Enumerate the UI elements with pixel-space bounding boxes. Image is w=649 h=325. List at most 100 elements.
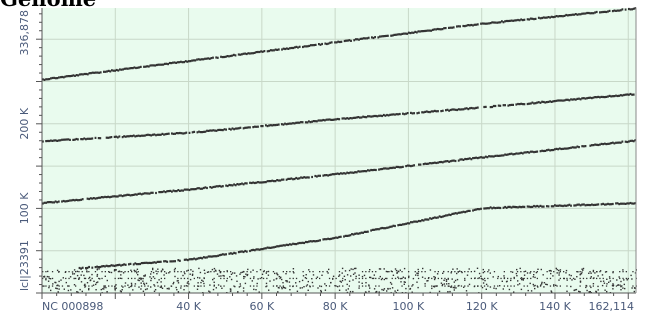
noise-point xyxy=(608,276,611,278)
data-point xyxy=(555,99,558,102)
data-point xyxy=(462,24,465,28)
noise-point xyxy=(157,271,159,273)
data-point xyxy=(523,103,526,106)
data-point xyxy=(140,262,143,265)
noise-point xyxy=(192,270,194,273)
noise-point xyxy=(173,281,175,284)
noise-point xyxy=(154,289,157,291)
data-point xyxy=(367,230,369,233)
noise-point xyxy=(375,277,377,280)
noise-point xyxy=(215,287,217,289)
noise-point xyxy=(404,281,406,283)
data-point xyxy=(174,132,176,135)
y-axis-title: lcl|23391 xyxy=(18,240,31,291)
data-point xyxy=(174,260,176,263)
noise-point xyxy=(292,271,294,273)
noise-point xyxy=(156,281,159,284)
data-point xyxy=(566,147,569,150)
data-point xyxy=(193,130,196,133)
data-point xyxy=(261,50,264,53)
data-point xyxy=(387,114,390,117)
noise-point xyxy=(543,282,546,284)
data-point xyxy=(194,258,197,261)
data-point xyxy=(536,150,539,153)
data-point xyxy=(209,129,212,132)
data-point xyxy=(59,139,62,142)
data-point xyxy=(429,217,431,220)
noise-point xyxy=(164,285,166,287)
data-point xyxy=(124,194,127,197)
x-tick-label: 80 K xyxy=(323,300,348,313)
data-point xyxy=(499,21,502,24)
data-point xyxy=(422,219,425,222)
data-point xyxy=(381,226,384,230)
data-point xyxy=(392,113,395,116)
data-point xyxy=(197,58,200,61)
data-point xyxy=(631,202,633,205)
noise-point xyxy=(119,270,121,273)
data-point xyxy=(521,205,524,208)
noise-point xyxy=(573,289,575,292)
data-point xyxy=(453,108,455,111)
data-point xyxy=(502,104,505,107)
data-point xyxy=(353,39,356,42)
noise-point xyxy=(230,271,232,273)
data-point xyxy=(218,184,221,188)
noise-point xyxy=(443,270,445,273)
data-point xyxy=(190,188,192,191)
data-point xyxy=(188,258,191,261)
data-point xyxy=(303,45,306,48)
data-point xyxy=(129,194,132,197)
noise-point xyxy=(285,273,287,275)
data-point xyxy=(504,20,506,23)
data-point xyxy=(305,45,307,48)
noise-point xyxy=(546,277,548,280)
noise-point xyxy=(56,269,59,272)
y-tick-label: 200 K xyxy=(18,107,31,139)
data-point xyxy=(94,197,97,200)
data-point xyxy=(365,116,368,119)
data-point xyxy=(152,64,155,67)
noise-point xyxy=(632,285,634,287)
data-point xyxy=(445,109,447,112)
data-point xyxy=(198,257,200,260)
data-point xyxy=(492,104,495,108)
data-point xyxy=(579,13,582,16)
data-point xyxy=(608,203,611,206)
data-point xyxy=(207,129,210,132)
data-point xyxy=(170,62,173,65)
noise-point xyxy=(574,289,576,291)
data-point xyxy=(245,52,248,56)
data-point xyxy=(100,196,103,199)
noise-point xyxy=(321,274,323,276)
noise-point xyxy=(422,267,424,270)
data-point xyxy=(303,176,306,179)
noise-point xyxy=(104,275,106,277)
data-point xyxy=(624,8,627,11)
data-point xyxy=(456,108,458,112)
noise-point xyxy=(102,288,104,290)
data-point xyxy=(452,26,455,29)
data-point xyxy=(42,140,44,143)
noise-point xyxy=(169,271,171,273)
data-point xyxy=(599,11,601,14)
noise-point xyxy=(452,286,454,289)
data-point xyxy=(183,132,186,135)
data-point xyxy=(467,24,469,27)
data-point xyxy=(279,179,282,182)
noise-point xyxy=(183,277,186,280)
data-point xyxy=(467,209,470,212)
noise-point xyxy=(378,268,381,270)
noise-point xyxy=(622,287,624,289)
data-point xyxy=(239,53,242,56)
data-point xyxy=(156,260,159,263)
data-point xyxy=(581,97,584,100)
noise-point xyxy=(259,277,261,280)
data-point xyxy=(123,194,125,197)
data-point xyxy=(525,151,527,154)
noise-point xyxy=(375,285,377,287)
noise-point xyxy=(447,271,449,273)
data-point xyxy=(70,74,73,77)
noise-point xyxy=(622,271,624,273)
data-point xyxy=(502,206,505,209)
